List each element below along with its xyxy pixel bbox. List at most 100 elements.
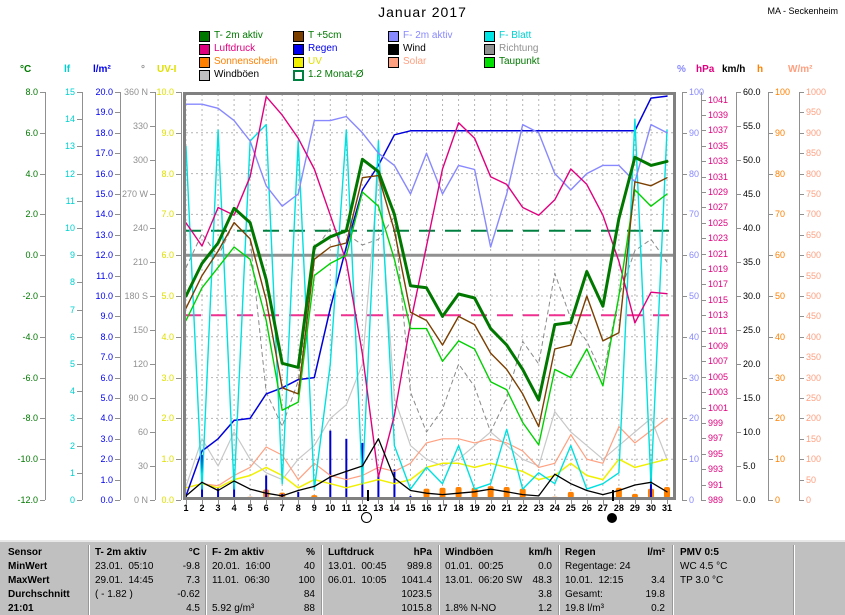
- axis-label-hpa: 1035: [708, 140, 729, 151]
- x-axis-day-tick: [266, 500, 268, 504]
- axis-tick-lf: [77, 336, 82, 338]
- table-column-separator: [558, 545, 560, 615]
- x-axis-day-tick: [330, 500, 332, 504]
- x-axis-day-label: 28: [613, 503, 624, 513]
- x-axis-day-tick: [314, 500, 316, 504]
- x-axis-day-tick: [538, 500, 540, 504]
- x-axis-day-label: 5: [247, 503, 253, 513]
- x-axis-day-tick: [586, 500, 588, 504]
- axis-tick-uv: [176, 418, 181, 420]
- axis-tick-h: [768, 173, 773, 175]
- table-cell-value: 100: [298, 575, 315, 586]
- axis-label-kmh: 60.0: [743, 87, 761, 97]
- bar-regen: [297, 491, 300, 498]
- axis-label-lm2: 8.0: [100, 331, 113, 342]
- axis-tick-lm2: [115, 377, 120, 379]
- axis-label-c: -8.0: [22, 413, 38, 424]
- x-axis-day-label: 6: [263, 503, 269, 513]
- table-header-cell: Windböen: [445, 547, 494, 558]
- axis-tick-pct: [682, 500, 687, 501]
- axis-tick-wm2: [799, 153, 804, 155]
- axis-label-wm2: 700: [806, 209, 822, 220]
- axis-label-lm2: 15.0: [95, 189, 113, 199]
- axis-tick-kmh: [736, 398, 741, 399]
- axis-tick-c: [40, 214, 45, 216]
- x-axis-day-label: 22: [517, 503, 528, 513]
- axis-tick-wm2: [799, 112, 804, 114]
- table-cell-text: ( - 1.82 ): [95, 589, 133, 600]
- table-cell-value: 4.5: [186, 603, 200, 614]
- axis-label-lf: 12: [64, 168, 75, 179]
- axis-label-deg: 270 W: [121, 189, 148, 199]
- bar-sonnenschein: [455, 486, 462, 498]
- table-column-separator: [321, 545, 323, 615]
- axis-tick-lf: [77, 309, 82, 311]
- axis-label-wm2: 200: [806, 413, 822, 424]
- legend-item-label: Windböen: [214, 69, 260, 80]
- axis-label-lf: 7: [69, 304, 75, 315]
- x-axis-day-label: 11: [341, 503, 352, 513]
- moon-marker-tick: [612, 490, 614, 501]
- x-axis-day-tick: [346, 500, 348, 504]
- x-axis-day-tick: [186, 500, 187, 504]
- axis-label-h: 80: [775, 168, 786, 179]
- axis-label-wm2: 50: [806, 474, 817, 485]
- axis-label-hpa: 1021: [708, 248, 729, 259]
- table-cell-text: 29.01. 14:45: [95, 575, 154, 586]
- axis-tick-deg: [150, 228, 155, 229]
- axis-tick-lm2: [115, 173, 120, 175]
- axis-tick-lm2: [115, 132, 120, 134]
- axis-tick-hpa: [701, 423, 706, 425]
- axis-label-lm2: 17.0: [95, 148, 113, 159]
- axis-label-deg: 330: [132, 121, 148, 131]
- axis-label-uv: 10.0: [156, 87, 174, 97]
- axis-label-pct: 30: [689, 372, 700, 383]
- axis-label-hpa: 1025: [708, 217, 729, 228]
- x-axis-day-label: 19: [469, 503, 480, 513]
- series-f-blatt: [185, 118, 668, 490]
- axis-tick-c: [40, 132, 45, 134]
- axis-label-deg: 30: [137, 461, 148, 471]
- axis-tick-kmh: [736, 432, 741, 433]
- axis-label-uv: 2.0: [161, 413, 174, 424]
- full-moon-icon: [361, 512, 373, 523]
- legend-item-label: Richtung: [499, 43, 539, 54]
- table-cell-value: 0.0: [538, 561, 552, 572]
- x-axis-day-tick: [650, 500, 652, 504]
- axis-tick-pct: [682, 214, 687, 216]
- bar-regen: [233, 481, 236, 498]
- axis-tick-lf: [77, 200, 82, 202]
- axis-tick-c: [40, 92, 45, 93]
- axis-label-lf: 4: [69, 386, 75, 397]
- bar-sonnenschein: [503, 486, 510, 498]
- axis-label-c: -12.0: [17, 495, 38, 505]
- stats-table: Sensor T- 2m aktiv °C F- 2m aktiv% Luftdruck…: [0, 540, 845, 615]
- x-axis-day-tick: [474, 500, 476, 504]
- axis-tick-hpa: [701, 192, 706, 194]
- axis-tick-h: [768, 336, 773, 338]
- axis-label-hpa: 1041: [708, 94, 729, 105]
- axis-tick-uv: [176, 255, 181, 257]
- axis-caption-pct: %: [677, 64, 686, 75]
- axis-label-h: 90: [775, 127, 786, 138]
- axis-tick-kmh: [736, 330, 741, 331]
- x-axis-day-tick: [362, 500, 364, 504]
- axis-tick-lm2: [115, 194, 120, 195]
- axis-label-lm2: 7.0: [100, 352, 113, 363]
- bar-regen: [217, 487, 220, 498]
- axis-tick-lf: [77, 92, 82, 93]
- bar-sonnenschein: [439, 487, 446, 498]
- axis-tick-pct: [682, 296, 687, 297]
- axis-label-hpa: 1007: [708, 356, 729, 367]
- axis-tick-pct: [682, 255, 687, 257]
- axis-label-hpa: 993: [708, 464, 724, 475]
- legend-item-label: F- Blatt: [499, 30, 532, 41]
- legend-swatch-wind-icon: [388, 44, 399, 55]
- bar-regen: [377, 475, 380, 498]
- axis-tick-h: [768, 92, 773, 93]
- axis-label-lf: 14: [64, 114, 75, 125]
- axis-label-wm2: 950: [806, 107, 822, 118]
- axis-label-hpa: 1003: [708, 387, 729, 398]
- x-axis-day-label: 12: [357, 503, 368, 513]
- series-f-2m: [185, 103, 668, 248]
